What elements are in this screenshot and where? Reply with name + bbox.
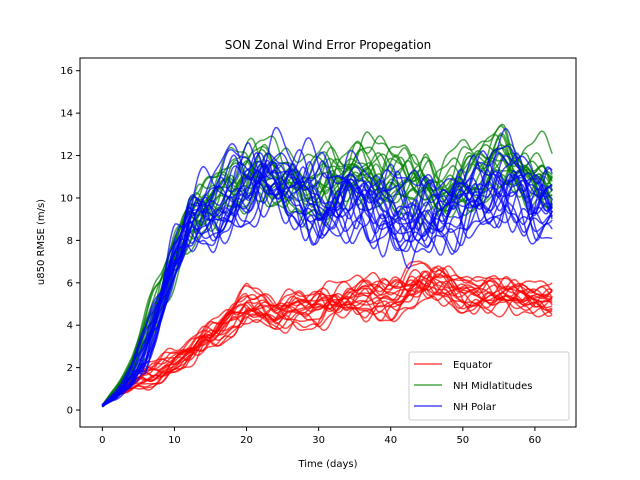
ensemble-line [101,141,553,406]
legend-label: Equator [453,360,493,371]
x-axis-label: Time (days) [297,459,357,470]
ensemble-line [101,152,553,407]
x-tick-label: 60 [529,435,542,446]
plot-series [101,123,553,408]
x-tick-label: 50 [456,435,469,446]
series-nh-polar [101,126,553,407]
plot-frame [79,57,577,428]
y-axis-label: u850 RMSE (m/s) [36,199,47,285]
y-tick-label: 16 [60,66,73,77]
y-tick-label: 8 [67,236,73,247]
y-tick-label: 4 [67,321,73,332]
ensemble-line [101,169,553,407]
ensemble-line [101,265,553,407]
x-tick-label: 40 [384,435,397,446]
y-tick-label: 10 [60,193,73,204]
ensemble-line [101,126,553,406]
ensemble-line [101,274,553,408]
x-tick-label: 0 [99,435,105,446]
x-tick-label: 10 [168,435,181,446]
legend: Equator NH Midlatitudes NH Polar [408,351,570,421]
x-tick-label: 30 [312,435,325,446]
ensemble-line [101,277,553,406]
ensemble-line [101,278,553,406]
series-equator [101,260,553,408]
ensemble-line [101,151,553,407]
y-tick-label: 0 [67,406,73,417]
ensemble-line [101,270,553,407]
ensemble-line [101,125,553,406]
x-tick-label: 20 [240,435,253,446]
x-axis: 0 10 20 30 40 50 60 [99,427,541,446]
y-tick-label: 2 [67,363,73,374]
legend-label: NH Midlatitudes [453,381,533,392]
ensemble-line [101,269,553,406]
legend-label: NH Polar [453,402,497,413]
y-axis: 0 2 4 6 8 10 12 14 16 [60,66,80,417]
chart-title: SON Zonal Wind Error Propegation [225,38,432,52]
legend-box [408,351,570,421]
y-tick-label: 12 [60,151,73,162]
y-tick-label: 6 [67,278,73,289]
y-tick-label: 14 [60,109,73,120]
